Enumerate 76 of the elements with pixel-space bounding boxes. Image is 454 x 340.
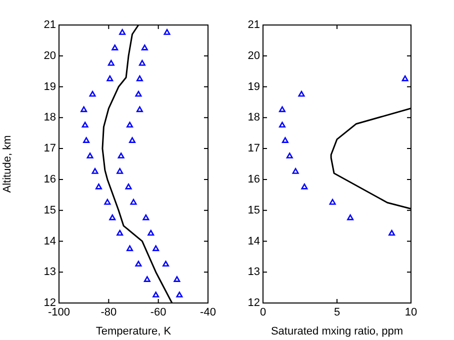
point	[86, 152, 94, 158]
point	[129, 137, 136, 143]
y-tick-label: 18	[44, 112, 56, 124]
point	[104, 198, 111, 205]
x-tick-label: 5	[334, 306, 340, 319]
point	[118, 152, 124, 158]
x-tick-label: -40	[200, 306, 216, 319]
point	[109, 214, 116, 220]
point	[278, 122, 286, 128]
point	[148, 230, 154, 236]
point	[89, 90, 96, 97]
point	[82, 122, 88, 128]
point	[135, 90, 142, 97]
point	[83, 137, 90, 143]
point	[388, 230, 396, 236]
point	[329, 198, 336, 205]
point	[162, 260, 170, 267]
point	[164, 29, 170, 35]
y-tick-label: 16	[248, 173, 260, 186]
point	[125, 184, 132, 190]
point	[347, 214, 354, 220]
y-tick-label: 14	[44, 235, 56, 248]
point	[278, 106, 286, 112]
point	[135, 260, 142, 267]
y-tick-label: 17	[44, 142, 56, 155]
y-tick-label: 15	[248, 204, 260, 216]
point	[174, 276, 180, 282]
point	[298, 90, 305, 97]
point	[141, 44, 148, 50]
point	[92, 168, 98, 174]
x-tick-label: -100	[48, 306, 70, 319]
y-tick-label: 18	[248, 112, 260, 124]
y-tick-label: 17	[248, 142, 260, 155]
point	[144, 276, 150, 282]
point	[116, 168, 124, 174]
point	[152, 245, 160, 252]
y-tick-label: 12	[248, 297, 260, 310]
y-axis-title: Altitude, km	[2, 135, 14, 193]
point	[402, 75, 408, 82]
point	[116, 230, 124, 236]
y-tick-label: 19	[44, 80, 56, 93]
x-axis-title: Saturated mxing ratio, ppm	[270, 325, 404, 338]
point	[286, 152, 293, 158]
point	[138, 60, 146, 66]
point	[95, 184, 102, 190]
x-axis-title: Temperature, K	[96, 325, 172, 338]
y-tick-label: 21	[44, 19, 56, 32]
point	[136, 75, 143, 82]
point	[301, 184, 308, 190]
point	[112, 44, 118, 50]
y-tick-label: 13	[248, 266, 260, 278]
point	[108, 60, 114, 66]
x-tick-label: 0	[260, 306, 266, 319]
point	[126, 122, 134, 128]
point	[130, 198, 137, 205]
y-tick-label: 13	[44, 266, 56, 278]
x-tick-label: -80	[100, 306, 117, 319]
y-tick-label: 16	[44, 173, 56, 186]
point	[142, 214, 150, 220]
y-tick-label: 14	[248, 235, 260, 248]
point	[282, 137, 288, 143]
point	[152, 292, 160, 298]
point	[136, 106, 143, 112]
y-tick-label: 15	[44, 204, 56, 216]
point	[80, 106, 88, 112]
point	[106, 75, 114, 82]
y-tick-label: 20	[44, 50, 56, 62]
x-tick-label: -60	[150, 306, 166, 319]
point	[126, 245, 134, 252]
x-tick-label: 10	[404, 306, 418, 319]
point	[176, 292, 183, 298]
point	[119, 29, 126, 35]
y-tick-label: 21	[248, 19, 260, 32]
y-tick-label: 20	[248, 50, 260, 62]
point	[292, 168, 299, 174]
y-tick-label: 19	[248, 80, 260, 93]
